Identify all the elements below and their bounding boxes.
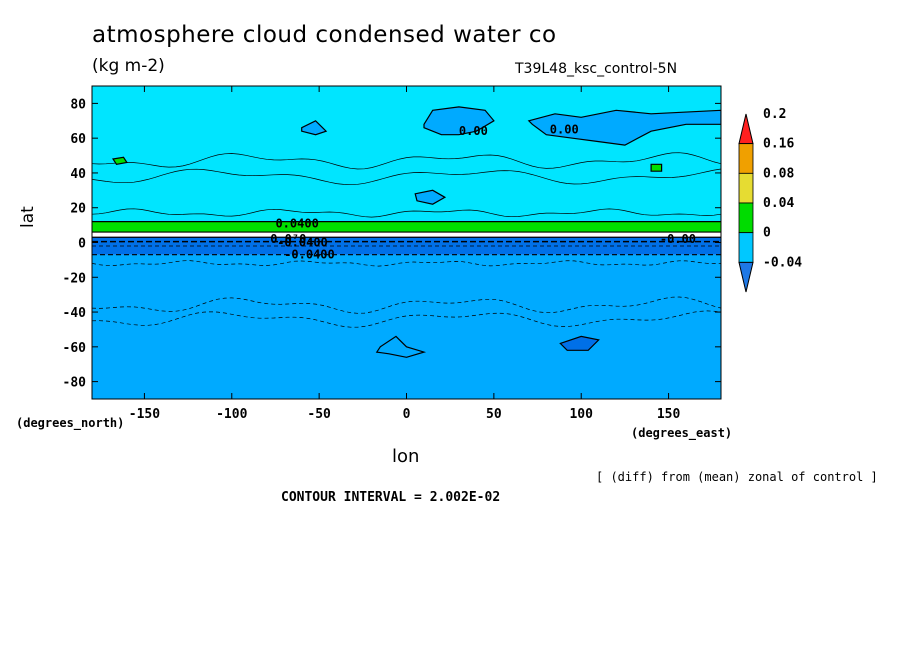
x-tick-label: 100 (569, 407, 593, 422)
contour-line (92, 310, 721, 328)
x-units-label: (degrees_east) (631, 426, 733, 440)
y-tick-label: 60 (70, 132, 86, 147)
contour-label: -0.0400 (277, 236, 328, 250)
band-background (92, 86, 721, 222)
colorbar-segment (738, 202, 754, 234)
contour-patch-negative (301, 120, 328, 136)
contour-label: 0.00 (459, 124, 488, 138)
y-tick-label: -80 (63, 376, 87, 391)
band-positive (92, 221, 721, 233)
y-tick-label: 0 (78, 237, 86, 252)
contour-label: 0.00 (550, 122, 579, 136)
colorbar-extend-bottom (738, 261, 754, 293)
chart-title: atmosphere cloud condensed water co (92, 22, 557, 48)
colorbar-label: -0.04 (763, 255, 802, 270)
contour-patch-positive (111, 156, 128, 165)
contour-patch-negative (423, 106, 495, 136)
x-tick-label: 150 (657, 407, 681, 422)
contour-line (92, 296, 721, 314)
units-label: (kg m-2) (92, 56, 165, 76)
y-tick-label: 40 (70, 167, 86, 182)
contour-patch-negative (527, 109, 721, 146)
colorbar-label: 0 (763, 226, 771, 241)
y-tick-label: -40 (63, 306, 87, 321)
y-tick-label: -20 (63, 271, 87, 286)
contour-interval: CONTOUR INTERVAL = 2.002E-02 (281, 490, 501, 505)
contour-patch-positive (650, 163, 663, 172)
band-negative (92, 254, 721, 399)
contour-patch-strong_negative (559, 335, 600, 351)
contour-label: 0.0⁷0 (270, 232, 306, 246)
y-tick-label: 80 (70, 97, 86, 112)
contour-patch-negative (414, 189, 447, 205)
x-tick-label: 0 (403, 407, 411, 422)
x-axis-label: lon (392, 446, 420, 467)
x-tick-label: -150 (129, 407, 160, 422)
colorbar-label: 0.16 (763, 137, 794, 152)
contour-line (92, 168, 721, 186)
y-units-label: (degrees_north) (16, 416, 125, 430)
colorbar-label: 0.04 (763, 196, 794, 211)
colorbar-label: 0.08 (763, 166, 794, 181)
colorbar-segment (738, 232, 754, 263)
run-label: T39L48_ksc_control-5N (515, 61, 678, 77)
y-tick-label: 20 (70, 202, 86, 217)
plot-area (92, 86, 721, 399)
colorbar-label: 0.2 (763, 107, 786, 122)
colorbar-extend-top (738, 113, 754, 145)
x-tick-label: -50 (307, 407, 331, 422)
contour-line (92, 260, 721, 267)
diff-note: [ (diff) from (mean) zonal of control ] (596, 470, 878, 484)
x-tick-label: 50 (486, 407, 502, 422)
contour-line (92, 152, 721, 170)
colorbar-segment (738, 172, 754, 204)
y-tick-label: -60 (63, 341, 87, 356)
colorbar-segment (738, 143, 754, 174)
x-tick-label: -100 (216, 407, 247, 422)
contour-patch-negative (375, 335, 427, 358)
contour-line (92, 208, 721, 218)
contour-label: 0.0400 (275, 216, 318, 230)
contour-label: -0.0400 (284, 248, 335, 262)
contour-label: -0.00 (660, 232, 696, 246)
